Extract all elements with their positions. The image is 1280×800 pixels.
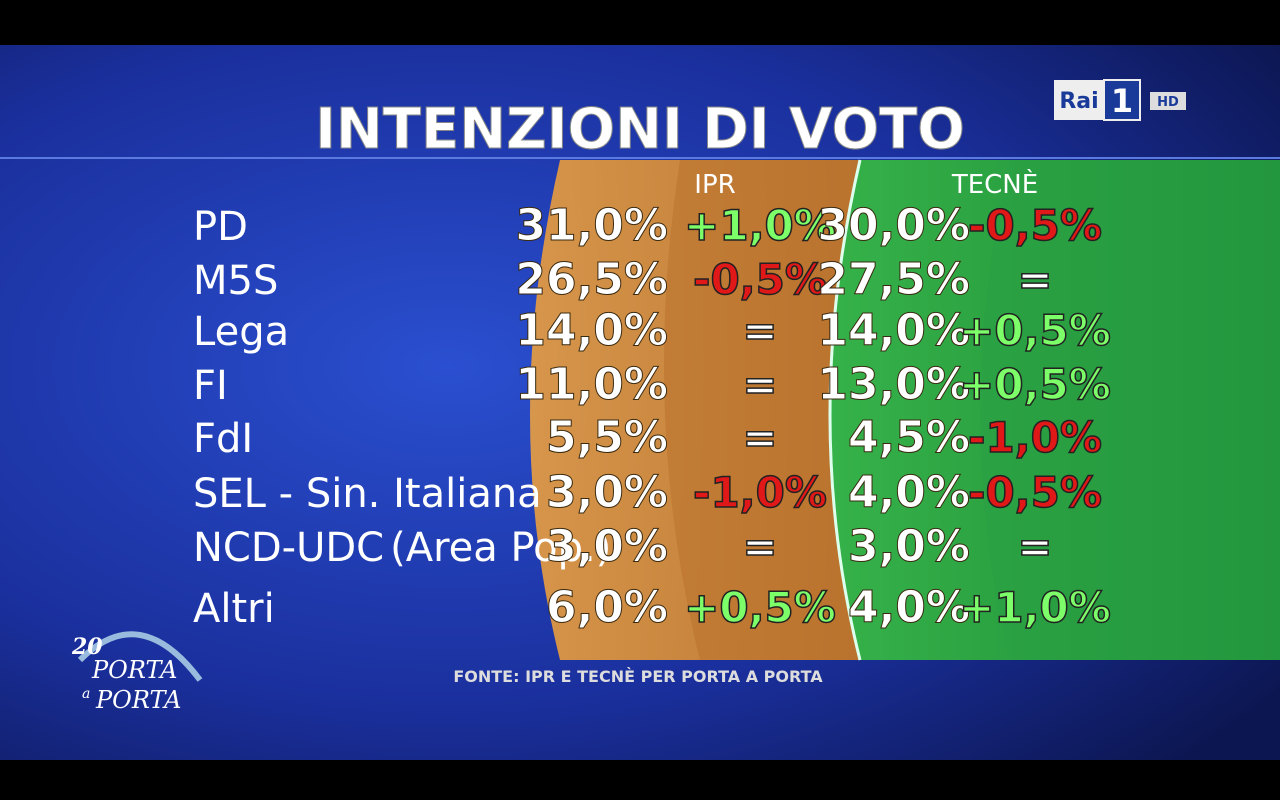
tecne-change: -0,5% <box>968 201 1102 250</box>
tecne-value: 30,0% <box>817 200 970 251</box>
ipr-change: +0,5% <box>684 583 836 632</box>
show-anniversary: 20 <box>71 634 103 660</box>
ipr-value: 14,0% <box>515 305 668 356</box>
tecne-value: 4,5% <box>848 412 970 463</box>
show-connector: a <box>82 686 90 702</box>
show-line2: PORTA <box>95 686 182 714</box>
party: M5S <box>193 258 278 304</box>
ipr-change: = <box>742 360 777 409</box>
party: NCD-UDC <box>193 525 384 571</box>
tecne-value: 27,5% <box>817 254 970 305</box>
channel-number: 1 <box>1111 82 1133 120</box>
party: Lega <box>193 309 289 355</box>
ipr-value: 26,5% <box>515 254 668 305</box>
party: Altri <box>193 586 275 632</box>
party: SEL - Sin. Italiana <box>193 471 542 517</box>
band-edge <box>828 159 862 661</box>
tecne-change: -0,5% <box>968 468 1102 517</box>
tecne-change: +0,5% <box>959 360 1111 409</box>
table: PD 31,0% +1,0%30,0%-0,5%M5S 26,5% -0,5%27,5%… <box>193 200 1112 634</box>
tecne-value: 4,0% <box>848 582 970 633</box>
ipr-value: 3,0% <box>546 521 668 572</box>
tecne-change: +0,5% <box>959 306 1111 355</box>
column-header: TECNÈ <box>951 168 1038 200</box>
source: FONTE: IPR E TECNÈ PER PORTA A PORTA <box>453 667 823 686</box>
party: FI <box>193 363 228 409</box>
tecne-band-shade <box>980 160 1280 660</box>
badge-box <box>1150 92 1186 110</box>
ipr-change: = <box>742 522 777 571</box>
ipr-value: 11,0% <box>515 359 668 410</box>
tecne-value: 4,0% <box>848 467 970 518</box>
ipr-value: 3,0% <box>546 467 668 518</box>
ipr-change: -1,0% <box>693 468 827 517</box>
channel-name: Rai <box>1059 89 1098 114</box>
tecne-change: = <box>1017 255 1052 304</box>
tecne-value: 14,0% <box>817 305 970 356</box>
logo-box <box>1054 80 1104 120</box>
tecne-value: 3,0% <box>848 521 970 572</box>
title: INTENZIONI DI VOTO <box>315 97 965 162</box>
party: PD <box>193 204 248 250</box>
ipr-value: 31,0% <box>515 200 668 251</box>
logo-arc <box>77 631 203 682</box>
ipr-value: 6,0% <box>546 582 668 633</box>
channel-logo: Rai 1 HD <box>1054 79 1186 121</box>
ipr-band-shade <box>664 160 860 660</box>
party-note: (Area Pop.) <box>390 525 611 571</box>
logo-box <box>1103 79 1141 121</box>
tecne-change: +1,0% <box>959 583 1111 632</box>
ipr-change: -0,5% <box>693 255 827 304</box>
party: FdI <box>193 416 253 462</box>
ipr-change: +1,0% <box>684 201 836 250</box>
ipr-change: = <box>742 413 777 462</box>
ipr-value: 5,5% <box>546 412 668 463</box>
tecne-change: = <box>1017 522 1052 571</box>
column-header: IPR <box>694 170 735 200</box>
tecne-change: -1,0% <box>968 413 1102 462</box>
show-line1: PORTA <box>91 656 178 684</box>
ipr-change: = <box>742 306 777 355</box>
tecne-value: 13,0% <box>817 359 970 410</box>
badge: HD <box>1157 95 1179 110</box>
show-logo: 20 PORTA a PORTA <box>71 631 203 714</box>
